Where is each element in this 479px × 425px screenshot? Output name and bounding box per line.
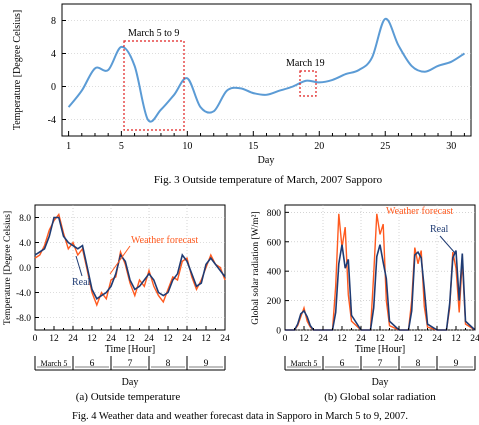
fig4b-x-tick-label: 0 [283, 334, 288, 344]
fig4b-day-label: Day [372, 377, 389, 388]
fig4b-y-tick-label: 200 [267, 297, 282, 307]
fig4a-real-pointer [75, 255, 83, 277]
fig4b-x-tick-label: 24 [356, 334, 366, 344]
fig4a-day-tick-label: March 5 [41, 359, 68, 368]
fig4b-day-tick-label: 9 [454, 359, 459, 369]
fig4a-chart: -8.0-4.00.04.08.0 Weather forecast Real … [3, 204, 230, 403]
fig4a-y-axis-label: Temperature [Degree Celsius] [3, 211, 13, 325]
fig4a-legend-real: Real [72, 277, 91, 288]
fig4a-y-tick-label: 0.0 [19, 264, 31, 274]
fig4a-forecast-line [34, 212, 226, 307]
fig4a-x-tick-label: 12 [87, 334, 97, 344]
fig4b-x-tick-label: 12 [413, 334, 423, 344]
fig4b-y-tick-label: 800 [267, 209, 282, 219]
fig4b-x-tick-label: 24 [318, 334, 328, 344]
fig4b-day-tick-label: 8 [416, 359, 421, 369]
fig4b-legend-real: Real [430, 224, 449, 235]
fig4b-y-tick-label: 400 [267, 268, 282, 278]
fig4b-y-axis-label: Global solar radiation [W/m²] [251, 211, 261, 324]
fig4a-day-label: Day [122, 377, 139, 388]
fig3-x-tick-label: 5 [119, 141, 124, 152]
fig4a-x-tick-label: 24 [182, 334, 192, 344]
fig4a-x-tick-label: 12 [163, 334, 173, 344]
fig4b-panel-label: (b) Global solar radiation [324, 391, 436, 403]
fig4b-day-tick-label: 7 [378, 359, 383, 369]
fig4b-day-tick-label: March 5 [291, 359, 318, 368]
fig4a-day-tick-label: 7 [128, 359, 133, 369]
fig4b-x-tick-label: 24 [470, 334, 479, 344]
fig4b-x-tick-label: 12 [375, 334, 385, 344]
fig4a-y-tick-label: -4.0 [16, 289, 31, 299]
fig4a-x-tick-label: 12 [49, 334, 59, 344]
fig4a-x-tick-label: 24 [220, 334, 230, 344]
fig4a-day-tick-label: 9 [204, 359, 209, 369]
fig3-x-tick-label: 1 [66, 141, 71, 152]
fig4a-x-tick-label: 24 [106, 334, 116, 344]
fig4a-y-tick-label: -8.0 [16, 314, 31, 324]
fig4b-x-tick-label: 12 [299, 334, 309, 344]
fig4b-day-tick-label: 6 [340, 359, 345, 369]
fig3-caption: Fig. 3 Outside temperature of March, 200… [154, 174, 383, 186]
fig4a-legend-forecast: Weather forecast [131, 235, 198, 246]
fig3-y-tick-label: 0 [51, 82, 56, 93]
fig4a-real-line [34, 216, 226, 300]
fig4-caption: Fig. 4 Weather data and weather forecast… [72, 411, 408, 422]
fig4a-y-tick-label: 4.0 [19, 239, 31, 249]
annotation-march-19: March 19 [286, 58, 325, 69]
fig3-x-axis-label: Day [258, 155, 275, 166]
fig4b-y-tick-label: 600 [267, 238, 282, 248]
fig3-plot-frame [61, 3, 472, 137]
fig4b-legend-forecast: Weather forecast [386, 206, 453, 217]
fig3-x-tick-label: 20 [314, 141, 324, 152]
fig3-x-tick-label: 25 [380, 141, 390, 152]
fig4b-chart: 0 200 400 600 800 Weather forecast Real Glob… [251, 204, 479, 403]
fig4a-forecast-pointer [109, 245, 131, 275]
march-19-highlight-box [299, 70, 317, 97]
fig4b-x-tick-label: 24 [394, 334, 404, 344]
fig4b-real-pointer [439, 235, 456, 254]
fig4b-x-tick-label: 24 [432, 334, 442, 344]
annotation-march-5-9: March 5 to 9 [128, 28, 179, 39]
fig4b-real-line [285, 244, 476, 331]
fig4a-y-tick-label: 8.0 [19, 214, 31, 224]
fig4a-day-tick-label: 8 [166, 359, 171, 369]
fig3-x-tick-label: 10 [182, 141, 192, 152]
fig3-y-tick-label: 8 [51, 16, 56, 27]
fig4a-x-tick-label: 12 [201, 334, 211, 344]
fig3-temperature-line [67, 17, 465, 123]
fig3-y-tick-label: -4 [48, 115, 56, 126]
fig4b-x-tick-label: 12 [337, 334, 347, 344]
fig4a-x-tick-label: 24 [144, 334, 154, 344]
fig4a-x-axis-label: Time [Hour] [105, 344, 155, 355]
fig4a-x-tick-label: 0 [33, 334, 38, 344]
fig3-x-tick-label: 15 [248, 141, 258, 152]
march-5-9-highlight-box [123, 40, 185, 131]
fig4b-x-tick-label: 12 [451, 334, 461, 344]
fig3-y-axis-label: Temperature [Degree Celsius] [12, 10, 23, 130]
fig3-x-tick-label: 30 [446, 141, 456, 152]
fig4b-y-tick-label: 0 [276, 327, 281, 337]
fig4a-plot-frame [34, 204, 226, 331]
fig4a-x-tick-label: 24 [68, 334, 78, 344]
fig3-y-tick-label: 4 [51, 49, 56, 60]
fig4a-day-tick-label: 6 [90, 359, 95, 369]
fig4b-x-axis-label: Time [Hour] [355, 344, 405, 355]
fig4a-x-tick-label: 12 [125, 334, 135, 344]
fig4a-panel-label: (a) Outside temperature [76, 391, 181, 403]
